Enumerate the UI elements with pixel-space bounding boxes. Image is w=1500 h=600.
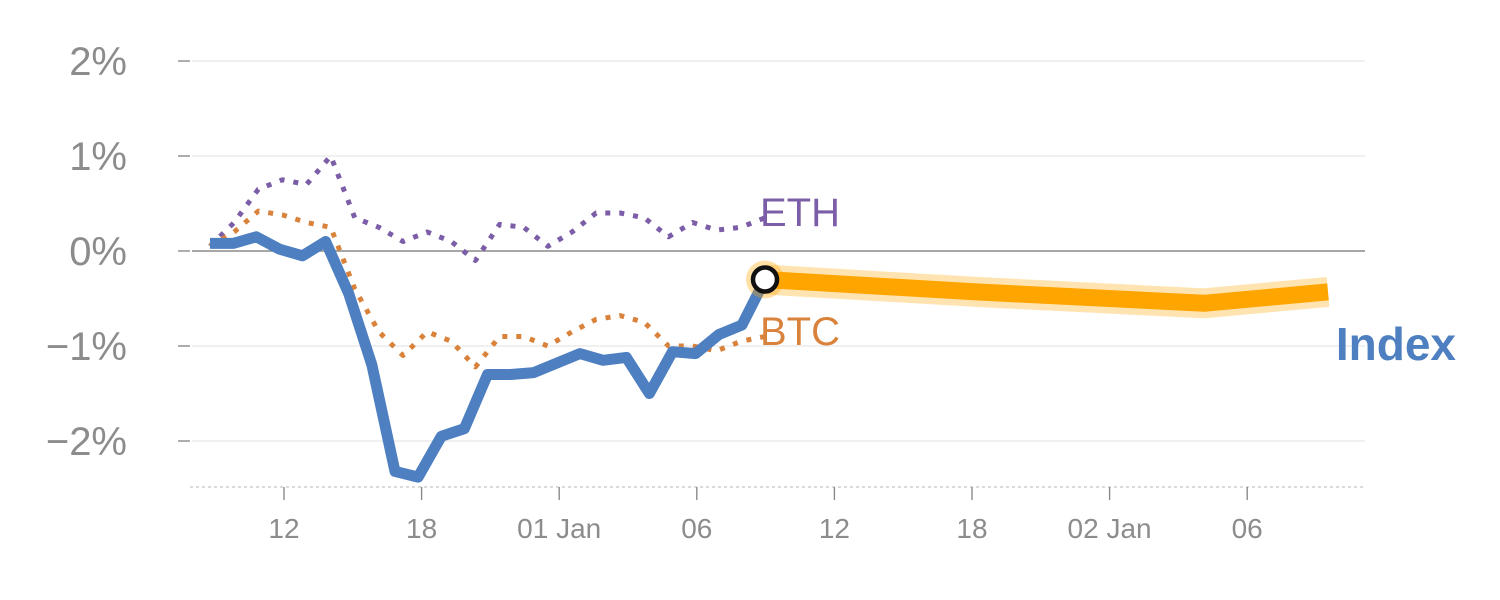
x-tick-label: 01 Jan (517, 513, 601, 544)
y-tick-label: 1% (69, 135, 127, 179)
series-lines (208, 153, 1330, 483)
index-line (210, 231, 770, 483)
btc-line (208, 208, 766, 370)
index-label: Index (1336, 318, 1457, 370)
x-tick-label: 06 (1232, 513, 1263, 544)
x-tick-label: 18 (406, 513, 437, 544)
marker-dot (750, 265, 780, 294)
y-tick-label: 0% (69, 230, 127, 274)
x-tick-label: 18 (956, 513, 987, 544)
x-tick-label: 12 (819, 513, 850, 544)
grid-lines (192, 60, 1365, 442)
y-tick-label: 2% (69, 40, 127, 84)
x-tick-label: 06 (681, 513, 712, 544)
x-tick-label: 12 (268, 513, 299, 544)
btc-label: BTC (760, 310, 840, 354)
eth-label: ETH (760, 191, 840, 235)
y-axis-ticks: 2% 1% 0% −1% −2% (46, 40, 190, 464)
x-tick-label: 02 Jan (1068, 513, 1152, 544)
eth-line (208, 153, 766, 263)
x-axis: 12 18 01 Jan 06 12 18 02 Jan 06 (190, 486, 1365, 544)
latest-value-marker (746, 260, 784, 299)
index-projection-line (764, 271, 1329, 312)
y-tick-label: −2% (46, 420, 127, 464)
y-tick-label: −1% (46, 325, 127, 369)
